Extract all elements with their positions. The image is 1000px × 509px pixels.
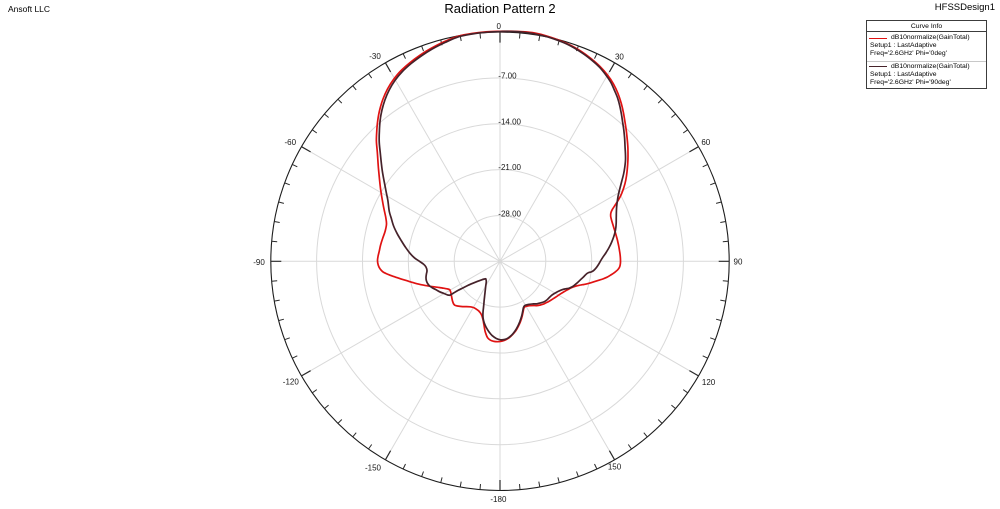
svg-text:-21.00: -21.00 (498, 163, 521, 172)
svg-text:-120: -120 (283, 377, 300, 386)
svg-text:90: 90 (734, 257, 743, 266)
svg-text:30: 30 (615, 53, 624, 62)
svg-text:-30: -30 (369, 52, 381, 61)
svg-text:0: 0 (496, 22, 501, 31)
svg-text:60: 60 (701, 138, 710, 147)
svg-text:-150: -150 (365, 464, 382, 473)
svg-text:-90: -90 (253, 258, 265, 267)
svg-text:-60: -60 (285, 138, 297, 147)
svg-text:-14.00: -14.00 (498, 118, 521, 127)
svg-text:-7.00: -7.00 (498, 72, 517, 81)
svg-text:150: 150 (608, 462, 622, 471)
svg-text:-28.00: -28.00 (498, 210, 521, 219)
svg-text:-180: -180 (490, 495, 507, 504)
svg-text:120: 120 (702, 378, 716, 387)
